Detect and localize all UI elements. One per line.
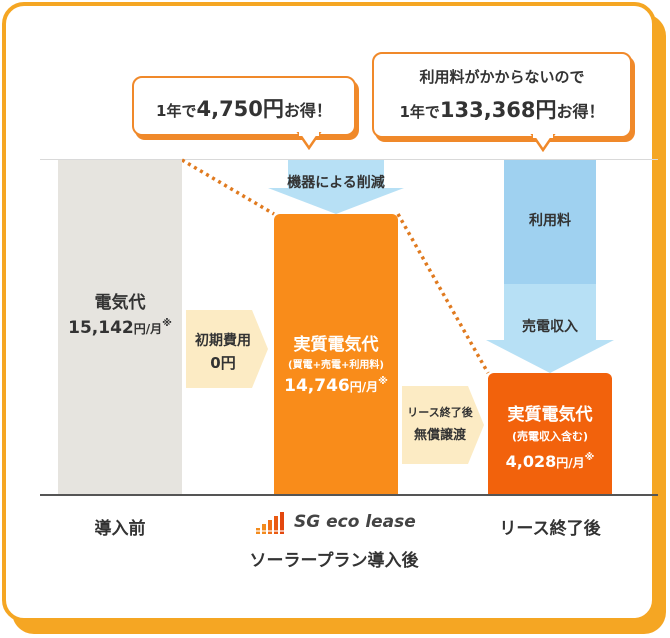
initial-cost-arrow xyxy=(186,310,268,388)
usage-fee-block xyxy=(504,160,596,284)
bar-after-sub: (買電+売電+利用料) xyxy=(288,360,384,371)
bar-after-value-line: 14,746円/月※ xyxy=(270,376,402,396)
bar-end-note: ※ xyxy=(584,452,595,463)
callout-left-suffix: お得！ xyxy=(283,101,332,120)
reduction-label: 機器による削減 xyxy=(287,175,385,191)
callout-right-line2: 1年で133,368円お得！ xyxy=(374,94,630,124)
initial-cost-label: 初期費用 xyxy=(195,333,251,349)
callout-left-amount: 4,750円 xyxy=(196,97,284,121)
callout-right-suffix: お得！ xyxy=(556,102,605,121)
transfer-arrow-shape xyxy=(402,386,484,464)
connector-after-end xyxy=(396,213,490,374)
bar-end-unit: 円/月 xyxy=(556,456,585,470)
bar-before-label: 電気代 xyxy=(94,293,146,313)
bar-after-note: ※ xyxy=(378,376,388,387)
transfer-line1: リース終了後 xyxy=(407,406,473,419)
initial-cost-arrow-shape xyxy=(186,310,268,388)
bar-end-value-line: 4,028円/月※ xyxy=(484,452,616,471)
bar-after-value: 14,746 xyxy=(284,376,350,396)
reduction-arrow-shape xyxy=(268,160,404,214)
top-gridline xyxy=(40,159,658,160)
bar-end xyxy=(488,373,612,494)
callout-right-line1: 利用料がかからないので xyxy=(419,68,585,86)
logo-text: SG eco lease xyxy=(294,512,416,532)
category-after: ソーラープラン導入後 xyxy=(249,551,419,571)
category-end: リース終了後 xyxy=(499,519,601,539)
sg-eco-lease-logo: SG eco lease xyxy=(254,508,434,538)
bar-after xyxy=(274,214,398,494)
bar-before xyxy=(58,160,182,494)
bar-end-sub: (売電収入含む) xyxy=(511,430,589,443)
usage-fee-label: 利用料 xyxy=(529,213,571,229)
callout-left-text: 1年で4,750円お得！ xyxy=(134,93,354,123)
reduction-arrow xyxy=(268,160,404,214)
bar-before-note: ※ xyxy=(162,318,172,329)
bar-before-value-line: 15,142円/月※ xyxy=(54,318,186,338)
bar-before-value: 15,142 xyxy=(68,318,134,338)
callout-right: 利用料がかからないので 1年で133,368円お得！ xyxy=(372,52,632,138)
bar-end-label: 実質電気代 xyxy=(507,405,593,425)
baseline xyxy=(40,494,658,496)
right-blue-arrow xyxy=(486,160,614,373)
connector-before-after xyxy=(181,158,275,216)
bar-end-value: 4,028 xyxy=(505,452,557,471)
category-before: 導入前 xyxy=(94,519,146,539)
transfer-line2: 無償譲渡 xyxy=(413,428,466,443)
callout-left-prefix: 1年で xyxy=(156,102,197,120)
sales-income-arrow-shape xyxy=(486,284,614,373)
sales-income-label: 売電収入 xyxy=(522,319,578,335)
bar-before-unit: 円/月 xyxy=(133,322,163,336)
callout-left: 1年で4,750円お得！ xyxy=(132,76,356,136)
bar-after-label: 実質電気代 xyxy=(293,335,379,355)
callout-right-amount: 133,368円 xyxy=(439,98,557,122)
initial-cost-value: 0円 xyxy=(210,354,236,372)
transfer-arrow xyxy=(402,386,484,464)
callout-right-prefix: 1年で xyxy=(399,103,440,121)
callout-left-pointer xyxy=(296,132,322,150)
logo-bars-icon xyxy=(256,512,288,534)
bar-after-unit: 円/月 xyxy=(349,380,379,394)
callout-right-pointer xyxy=(530,134,556,152)
